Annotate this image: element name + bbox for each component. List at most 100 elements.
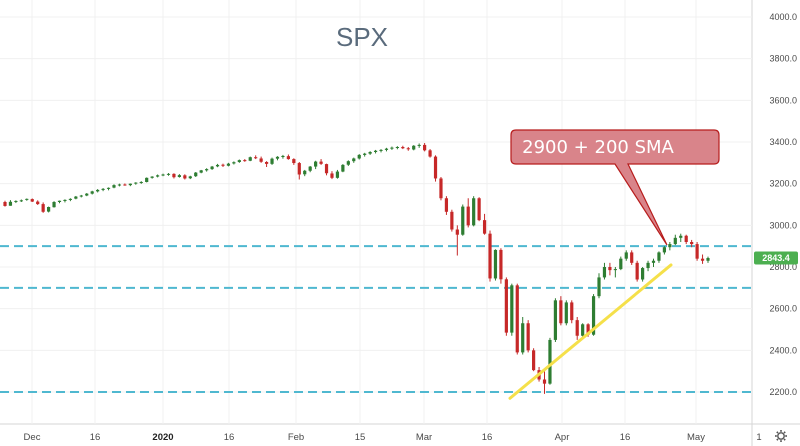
candle [25,198,29,201]
candle [390,146,394,150]
candle [79,194,83,198]
x-tick-label: Feb [288,432,304,443]
candle [493,249,498,281]
candle [264,161,269,167]
y-tick-label: 2600.0 [769,304,797,314]
candle [662,246,667,255]
candle [559,296,563,326]
candle [482,213,487,235]
candle [57,200,62,204]
candle [308,165,312,173]
candle [237,159,241,163]
candle [679,233,683,242]
candle [499,248,503,284]
candle [379,149,383,153]
candle [90,190,94,195]
candle [657,251,661,263]
candle [706,256,710,263]
candle [412,145,416,151]
candle [428,149,432,158]
candle [254,155,258,160]
y-tick-label: 3000.0 [769,220,797,230]
candle [335,169,340,179]
candle [613,267,617,278]
y-tick-label: 3200.0 [769,179,797,189]
candle [597,273,601,299]
candle [690,239,694,248]
x-tick-label: 16 [90,432,101,443]
candle [281,154,285,159]
candle [139,181,143,184]
horizontal-levels [0,245,752,393]
y-tick-label: 4000.0 [769,12,797,22]
y-tick-label: 2400.0 [769,345,797,355]
candle [96,189,100,193]
candle [275,156,280,161]
candle [504,277,508,336]
candle [455,225,459,256]
candle [373,149,378,154]
candle [521,317,525,355]
candle [324,163,329,176]
candle [36,200,40,205]
candle [526,320,530,353]
candle [19,199,23,202]
candle [172,173,176,179]
callout-box [510,129,720,246]
candle [188,175,192,180]
candle [564,300,568,326]
candle [297,162,301,180]
x-tick-label: 1 [756,432,761,443]
candle [673,234,677,246]
candle [314,160,318,170]
candle [303,169,307,177]
candle [248,156,252,162]
candle [101,188,105,192]
candle [341,164,345,173]
candle [177,174,181,178]
candle [532,348,536,372]
settings-gear-icon[interactable] [775,430,787,442]
candle [602,262,607,280]
candle [668,242,672,251]
candle [357,154,361,160]
callout-text: 2900 + 200 SMA [522,137,674,158]
candle [128,183,132,187]
candle [134,182,138,185]
candle [700,254,705,264]
x-tick-label: 16 [224,432,235,443]
last-price-label: 2843.4 [762,253,790,263]
candle [575,317,579,340]
candle [330,171,334,180]
candle [161,173,165,177]
candle [74,195,78,200]
candle [52,201,56,208]
y-tick-label: 2800.0 [769,262,797,272]
candle [205,168,209,172]
candle [41,202,45,213]
last-price-badge [754,251,798,265]
candle [472,196,476,227]
x-axis: Dec 16 2020 16 Feb 15 Mar 16 Apr 16 May 1 [24,432,762,443]
x-tick-label: Dec [24,432,41,443]
candle [112,184,116,189]
candle [570,300,574,324]
trendline-segment [508,263,673,400]
candle [270,157,274,165]
candle [433,155,438,182]
candle [155,174,160,178]
candle [68,198,72,202]
y-tick-label: 2200.0 [769,387,797,397]
candle [542,371,547,394]
annotation-callout: 2900 + 200 SMA [510,129,720,246]
candle [46,206,51,213]
candle [243,159,247,162]
candle [395,146,399,150]
candle [8,200,13,206]
candle [630,250,634,265]
candle [684,234,688,245]
candle [510,283,514,336]
candle [477,197,481,222]
